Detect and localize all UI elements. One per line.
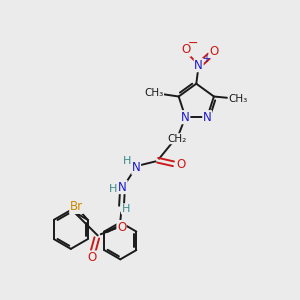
Text: O: O — [181, 43, 190, 56]
Text: H: H — [122, 204, 130, 214]
Text: +: + — [202, 54, 209, 64]
Text: CH₃: CH₃ — [228, 94, 248, 104]
Text: CH₃: CH₃ — [144, 88, 164, 98]
Text: O: O — [176, 158, 185, 171]
Text: N: N — [181, 111, 190, 124]
Text: O: O — [209, 45, 218, 58]
Text: CH₂: CH₂ — [167, 134, 187, 144]
Text: H: H — [109, 184, 117, 194]
Text: N: N — [118, 181, 127, 194]
Text: N: N — [203, 111, 212, 124]
Text: −: − — [188, 37, 199, 50]
Text: O: O — [88, 251, 97, 264]
Text: O: O — [117, 220, 126, 234]
Text: H: H — [123, 156, 131, 166]
Text: Br: Br — [70, 200, 83, 213]
Text: N: N — [194, 59, 203, 72]
Text: N: N — [132, 161, 140, 174]
